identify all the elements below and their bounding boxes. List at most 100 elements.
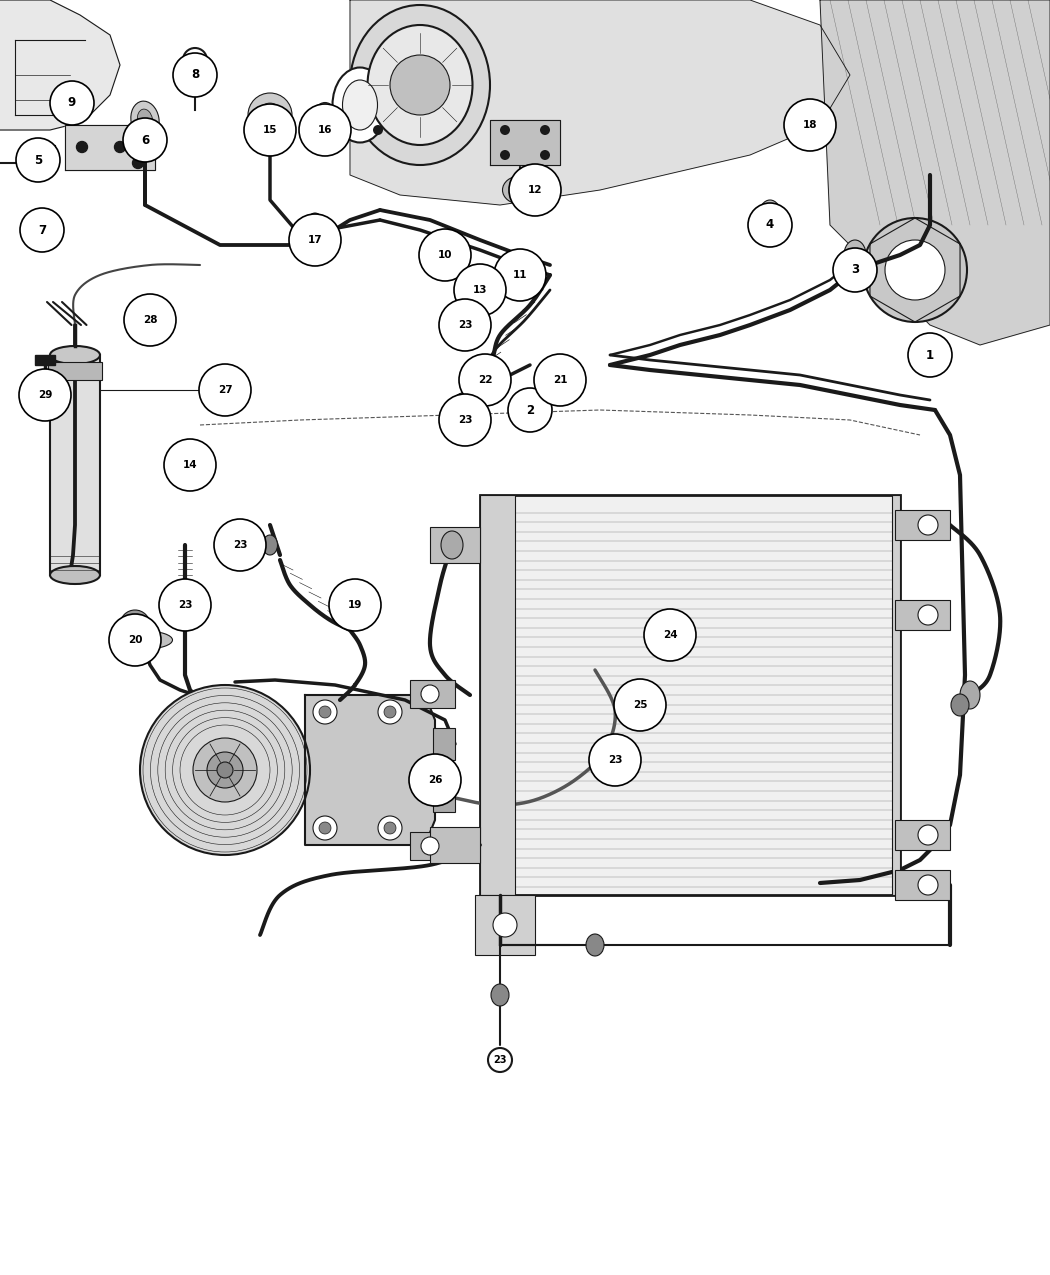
Circle shape (918, 825, 938, 845)
Polygon shape (350, 0, 850, 205)
Text: 21: 21 (552, 375, 567, 385)
Bar (35, 354, 55, 365)
Circle shape (16, 138, 60, 182)
Text: 3: 3 (850, 264, 859, 277)
Circle shape (534, 354, 586, 405)
Bar (410, 833, 455, 861)
Circle shape (77, 142, 87, 153)
Ellipse shape (50, 346, 100, 363)
Circle shape (378, 700, 402, 724)
Circle shape (248, 93, 292, 136)
Circle shape (421, 836, 439, 856)
Ellipse shape (318, 110, 332, 130)
Circle shape (500, 125, 510, 135)
Ellipse shape (960, 681, 980, 709)
Text: 19: 19 (348, 601, 362, 609)
Text: 15: 15 (262, 125, 277, 135)
Bar (48, 362, 102, 380)
Circle shape (748, 203, 792, 247)
Circle shape (918, 606, 938, 625)
Ellipse shape (844, 240, 866, 270)
Circle shape (289, 214, 341, 266)
Ellipse shape (503, 176, 538, 204)
Circle shape (494, 249, 546, 301)
Ellipse shape (759, 200, 781, 230)
Bar (50, 354, 100, 575)
Circle shape (373, 125, 383, 135)
Text: 23: 23 (458, 320, 472, 330)
Circle shape (419, 230, 471, 280)
Circle shape (508, 388, 552, 432)
Circle shape (378, 816, 402, 840)
Text: 27: 27 (217, 385, 232, 395)
Ellipse shape (441, 530, 463, 558)
Bar (895, 510, 950, 541)
Circle shape (140, 685, 310, 856)
Bar (433, 728, 455, 760)
Circle shape (540, 150, 550, 159)
Circle shape (384, 822, 396, 834)
Ellipse shape (262, 536, 277, 555)
Circle shape (885, 240, 945, 300)
Circle shape (863, 218, 967, 323)
Text: 23: 23 (608, 755, 623, 765)
Circle shape (200, 363, 251, 416)
Circle shape (183, 48, 207, 71)
Ellipse shape (131, 101, 160, 139)
Circle shape (123, 625, 147, 649)
Circle shape (509, 164, 561, 215)
Text: 29: 29 (38, 390, 52, 400)
Circle shape (173, 54, 217, 97)
Polygon shape (820, 0, 1050, 346)
Circle shape (439, 300, 491, 351)
Text: 11: 11 (512, 270, 527, 280)
Text: 25: 25 (633, 700, 647, 710)
Circle shape (329, 579, 381, 631)
Circle shape (132, 158, 144, 168)
Circle shape (120, 609, 150, 640)
Ellipse shape (491, 984, 509, 1006)
Circle shape (500, 150, 510, 159)
Circle shape (123, 119, 167, 162)
Circle shape (244, 105, 296, 156)
Text: 23: 23 (177, 601, 192, 609)
Bar (895, 601, 950, 630)
Bar (430, 827, 480, 863)
Circle shape (908, 333, 952, 377)
Ellipse shape (951, 694, 969, 717)
Text: 12: 12 (528, 185, 542, 195)
Bar (475, 895, 536, 955)
Text: 8: 8 (191, 69, 200, 82)
Bar (480, 495, 514, 895)
Circle shape (410, 754, 461, 806)
Ellipse shape (456, 302, 474, 324)
Polygon shape (304, 695, 435, 845)
Ellipse shape (176, 579, 194, 601)
Circle shape (644, 609, 696, 660)
Circle shape (124, 295, 176, 346)
Circle shape (800, 103, 820, 122)
Circle shape (50, 82, 94, 125)
Text: 10: 10 (438, 250, 453, 260)
Text: 23: 23 (233, 541, 247, 550)
Text: 6: 6 (141, 134, 149, 147)
Text: 23: 23 (458, 414, 472, 425)
Text: 4: 4 (765, 218, 774, 232)
Polygon shape (0, 0, 120, 130)
Circle shape (299, 105, 351, 156)
Ellipse shape (118, 631, 172, 649)
Bar (895, 870, 950, 900)
Ellipse shape (368, 26, 472, 145)
Text: 14: 14 (183, 460, 197, 470)
Circle shape (918, 875, 938, 895)
Ellipse shape (456, 399, 474, 421)
Ellipse shape (586, 935, 604, 956)
Text: 16: 16 (318, 125, 332, 135)
Bar (430, 527, 480, 564)
Circle shape (313, 700, 337, 724)
Text: 18: 18 (803, 120, 817, 130)
Circle shape (454, 264, 506, 316)
Text: 28: 28 (143, 315, 158, 325)
Ellipse shape (138, 110, 152, 131)
Ellipse shape (455, 393, 475, 408)
